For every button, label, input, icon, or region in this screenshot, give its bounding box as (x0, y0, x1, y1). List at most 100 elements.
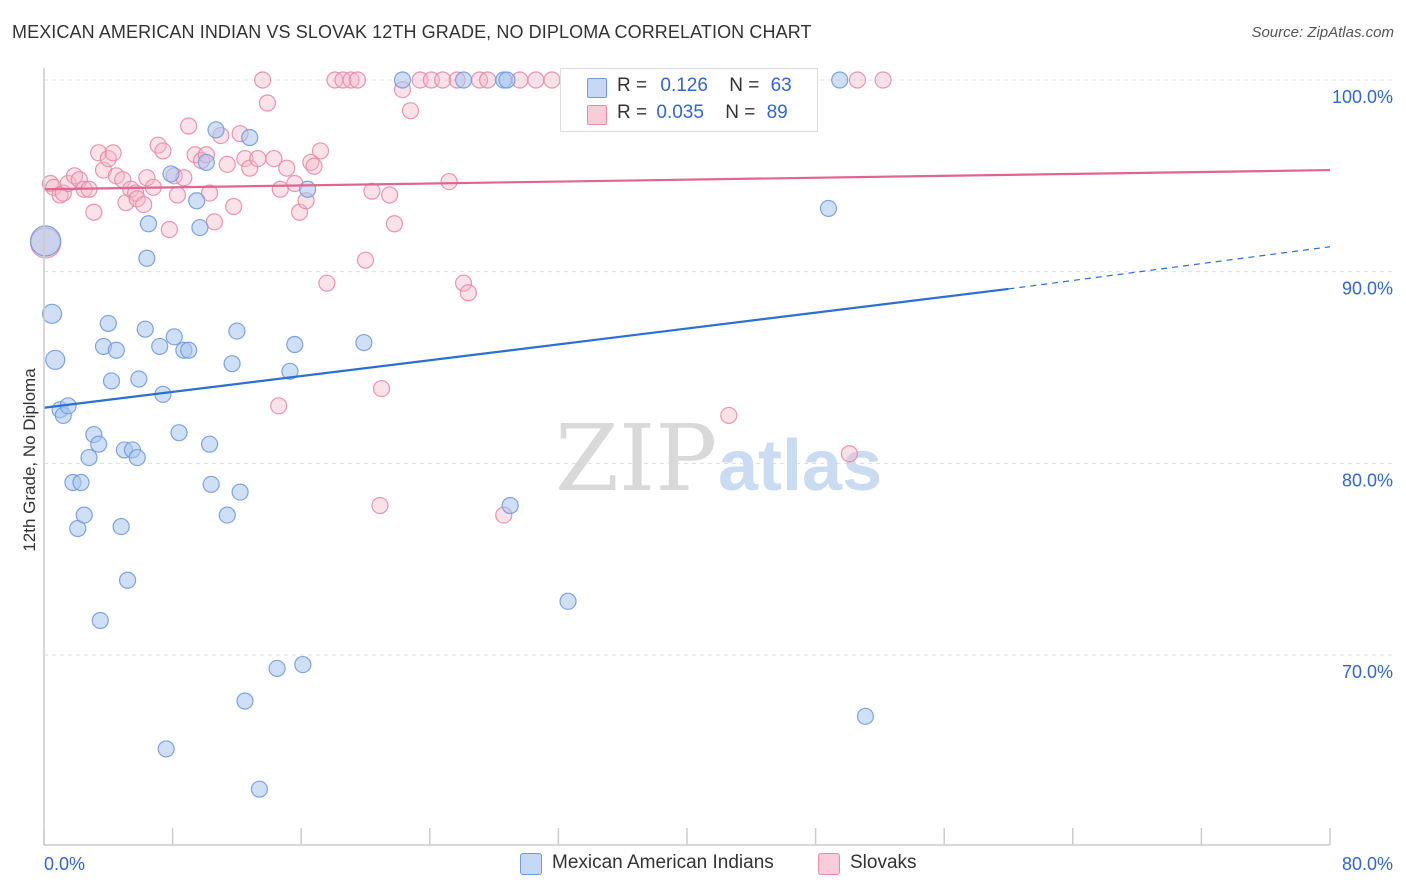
trend-layer (43, 168, 1331, 409)
mexican-american-indians-point (250, 780, 269, 798)
mexican-american-indians-point (45, 349, 66, 370)
slovaks-point (271, 180, 289, 198)
slovaks-point (459, 284, 477, 302)
mexican-american-indians-trend-line (43, 287, 1009, 409)
slovaks-point (363, 182, 381, 200)
slovaks-point (200, 184, 219, 202)
mexican-american-indians-point (136, 320, 154, 338)
slovaks-point (205, 213, 223, 231)
slovaks-point (138, 169, 156, 187)
x-tick-label: 80.0% (1342, 854, 1393, 874)
mexican-american-indians-point (355, 333, 373, 352)
slovaks-point (90, 144, 108, 162)
mexican-american-indians-point (165, 328, 183, 346)
mexican-american-indians-point (107, 341, 125, 359)
mexican-american-indians-point (138, 249, 156, 267)
mexican-american-indians-point (41, 303, 63, 324)
mexican-american-indians-point (128, 448, 146, 467)
slovaks-point (840, 445, 858, 463)
slovaks-point (311, 142, 330, 160)
legend-r-label: R = (617, 102, 648, 123)
slovaks-point (543, 71, 561, 89)
slovaks-point (440, 172, 458, 191)
chart-title: MEXICAN AMERICAN INDIAN VS SLOVAK 12TH G… (12, 22, 812, 42)
mexican-american-indians-point (102, 372, 121, 390)
mexican-american-indians-point (281, 362, 299, 380)
mexican-american-indians-point (139, 215, 158, 233)
bottom-legend-swatch-pink (818, 853, 840, 875)
mexican-american-indians-point (170, 424, 188, 442)
mexican-american-indians-point (157, 740, 175, 758)
tick-labels: 70.0% 80.0% 90.0% 100.0% 0.0% 80.0% (44, 87, 1393, 874)
mexican-american-indians-point (498, 71, 516, 89)
slovaks-point (356, 251, 375, 269)
bottom-legend-label: Mexican American Indians (552, 852, 774, 873)
mexican-american-indians-point (197, 153, 215, 172)
slovaks-point (874, 71, 892, 89)
legend-swatch-blue (587, 78, 607, 98)
mexican-american-indians-point (90, 435, 108, 453)
slovaks-point (225, 197, 243, 216)
slovaks-point (720, 406, 738, 425)
mexican-american-indians-point (831, 71, 849, 89)
mexican-american-indians-point (231, 483, 249, 501)
watermark-zip: ZIP (555, 405, 717, 512)
slovaks-point (381, 186, 399, 204)
legend-n-value: 63 (770, 75, 792, 96)
slovaks-point (401, 102, 420, 120)
legend-r-value: 0.035 (656, 102, 704, 123)
mexican-american-indians-point (130, 370, 148, 388)
slovaks-point (270, 397, 288, 415)
slovaks-point (265, 149, 283, 168)
mexican-american-indians-point (191, 218, 209, 237)
slovaks-point (371, 496, 389, 515)
y-tick-label: 100.0% (1332, 87, 1393, 107)
x-tick-label: 0.0% (44, 854, 85, 874)
source-credit: Source: ZipAtlas.com (1251, 24, 1394, 41)
slovaks-point (318, 274, 336, 292)
legend-r-label: R = (617, 75, 648, 96)
mexican-american-indians-point (80, 448, 98, 467)
mexican-american-indians-point (30, 225, 62, 257)
mexican-american-indians-trend-extension (1008, 246, 1331, 290)
slovaks-point (258, 94, 277, 112)
slovaks-point (254, 71, 272, 89)
slovaks-point (128, 190, 146, 208)
legend-n-label: N = (729, 75, 760, 96)
watermark-atlas: atlas (718, 426, 882, 506)
mexican-american-indians-point (241, 128, 259, 147)
legend: R = 0.126 N = 63 R = 0.035 N = 89 (560, 68, 818, 132)
legend-n-label: N = (725, 102, 756, 123)
mexican-american-indians-point (200, 435, 219, 453)
y-tick-label: 70.0% (1342, 662, 1393, 682)
bottom-legend-label: Slovaks (850, 852, 917, 873)
legend-r-value: 0.126 (660, 75, 708, 96)
mexican-american-indians-point (218, 506, 236, 524)
slovaks-point (479, 71, 497, 89)
mexican-american-indians-point (454, 71, 473, 89)
y-tick-label: 90.0% (1342, 279, 1393, 299)
mexican-american-indians-point (268, 659, 286, 678)
mexican-american-indians-point (393, 71, 412, 89)
slovaks-point (168, 186, 187, 204)
mexican-american-indians-point (75, 506, 93, 524)
slovaks-point (342, 71, 360, 89)
mexican-american-indians-point (202, 475, 220, 494)
slovaks-point (180, 117, 198, 135)
mexican-american-indians-point (286, 335, 304, 354)
mexican-american-indians-point (501, 496, 519, 515)
mexican-american-indians-point (99, 314, 117, 333)
slovaks-point (218, 155, 236, 173)
mexican-american-indians-point (180, 341, 198, 359)
mexican-american-indians-point (118, 571, 137, 589)
mexican-american-indians-point (112, 517, 130, 536)
slovaks-point (135, 195, 153, 214)
axis-layer (43, 68, 1331, 846)
legend-n-value: 89 (766, 102, 788, 123)
mexican-american-indians-point (223, 355, 241, 373)
mexican-american-indians-point (162, 165, 180, 183)
mexican-american-indians-point (151, 337, 169, 356)
slovaks-point (848, 71, 866, 89)
slovaks-point (104, 144, 122, 162)
